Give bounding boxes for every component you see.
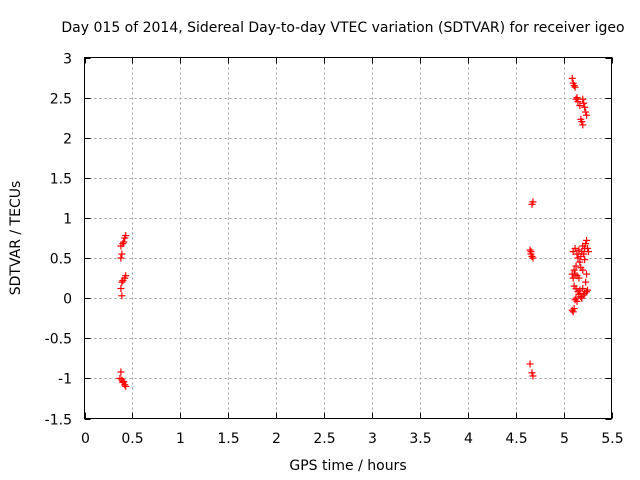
data-point — [571, 83, 579, 91]
x-tick-label: 5 — [560, 431, 569, 447]
x-axis-title: GPS time / hours — [289, 458, 406, 474]
x-tick-labels: 0 0.5 1 1.5 2 2.5 3 3.5 4 4.5 5 5.5 — [81, 431, 624, 447]
data-point — [117, 254, 125, 262]
y-tick-label: 0 — [63, 292, 72, 308]
x-tick-label: 2 — [272, 431, 281, 447]
data-point — [583, 111, 591, 119]
data-point — [568, 74, 576, 82]
y-axis-title: SDTVAR / TECUs — [8, 181, 24, 296]
data-point — [570, 305, 578, 313]
y-tick-label: 0.5 — [50, 252, 72, 268]
x-tick-label: 0 — [81, 431, 90, 447]
data-point — [117, 368, 125, 376]
x-tick-label: 4.5 — [505, 431, 527, 447]
data-point — [584, 286, 592, 294]
data-point — [572, 262, 580, 270]
data-point — [527, 248, 535, 256]
data-point — [581, 256, 589, 264]
data-point — [579, 121, 587, 129]
data-point — [572, 294, 580, 302]
x-tick-label: 1 — [176, 431, 185, 447]
data-point — [581, 103, 589, 111]
axis-ticks — [84, 57, 613, 420]
y-tick-label: 2.5 — [50, 92, 72, 108]
data-point — [579, 95, 587, 103]
data-point — [580, 99, 588, 107]
data-point — [529, 254, 537, 262]
data-point — [573, 297, 581, 305]
data-point — [585, 248, 593, 256]
data-point — [583, 236, 591, 244]
data-point — [584, 244, 592, 252]
data-point — [576, 102, 584, 110]
y-tick-label: 3 — [63, 52, 72, 68]
data-point — [122, 382, 130, 390]
x-tick-label: 3.5 — [409, 431, 431, 447]
data-point — [582, 108, 590, 116]
data-point — [570, 82, 578, 90]
data-point — [573, 94, 581, 102]
data-points — [116, 74, 593, 390]
data-point — [528, 369, 536, 377]
y-tick-label: 1 — [63, 212, 72, 228]
data-point — [117, 285, 125, 293]
data-point — [122, 232, 130, 240]
data-point — [118, 292, 126, 300]
data-point — [574, 98, 582, 106]
chart-title: Day 015 of 2014, Sidereal Day-to-day VTE… — [61, 20, 624, 36]
y-tick-label: -0.5 — [45, 332, 72, 348]
y-tick-label: 2 — [63, 132, 72, 148]
data-point — [583, 270, 591, 278]
x-tick-label: 1.5 — [217, 431, 239, 447]
data-point — [121, 381, 129, 389]
x-tick-label: 4 — [464, 431, 473, 447]
data-point — [577, 115, 585, 123]
data-point — [119, 240, 127, 248]
data-point — [569, 308, 577, 316]
x-tick-label: 5.5 — [601, 431, 623, 447]
y-tick-label: -1 — [58, 372, 72, 388]
data-point — [118, 250, 126, 258]
data-point — [583, 288, 591, 296]
data-point — [526, 360, 534, 368]
data-point — [577, 264, 585, 272]
plot-frame — [84, 57, 612, 419]
y-tick-label: -1.5 — [45, 413, 72, 429]
y-tick-labels: -1.5 -1 -0.5 0 0.5 1 1.5 2 2.5 3 — [45, 52, 72, 429]
data-point — [571, 244, 579, 252]
data-point — [118, 278, 126, 286]
y-tick-label: 1.5 — [50, 172, 72, 188]
data-point — [573, 250, 581, 258]
x-tick-label: 2.5 — [313, 431, 335, 447]
data-point — [575, 274, 583, 282]
data-point — [582, 240, 590, 248]
data-point — [122, 272, 130, 280]
grid — [84, 57, 612, 419]
data-point — [529, 198, 537, 206]
x-tick-label: 3 — [368, 431, 377, 447]
data-point — [582, 278, 590, 286]
data-point — [529, 372, 537, 380]
data-point — [576, 258, 584, 266]
data-point — [528, 252, 536, 260]
data-point — [579, 285, 587, 293]
data-point — [120, 238, 128, 246]
data-point — [570, 266, 578, 274]
data-point — [580, 250, 588, 258]
x-tick-label: 0.5 — [121, 431, 143, 447]
data-point — [526, 246, 534, 254]
data-point — [120, 378, 128, 386]
data-point — [568, 270, 576, 278]
